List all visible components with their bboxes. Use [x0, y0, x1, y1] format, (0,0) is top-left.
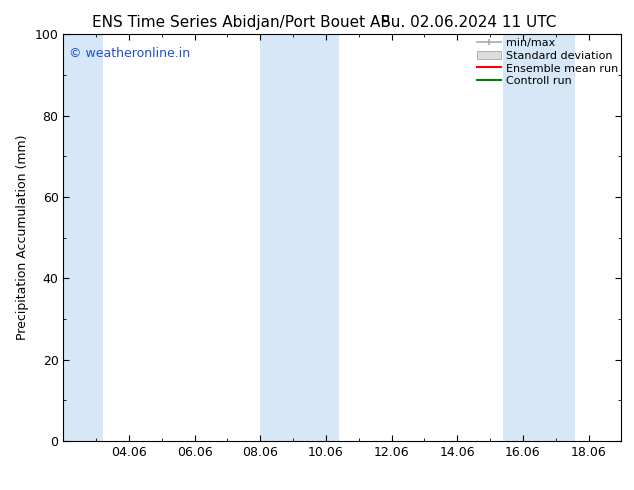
Text: Su. 02.06.2024 11 UTC: Su. 02.06.2024 11 UTC: [382, 15, 557, 30]
Text: © weatheronline.in: © weatheronline.in: [69, 47, 190, 59]
Text: ENS Time Series Abidjan/Port Bouet AP: ENS Time Series Abidjan/Port Bouet AP: [92, 15, 390, 30]
Bar: [261, 34, 339, 441]
Bar: [63, 34, 103, 441]
Legend: min/max, Standard deviation, Ensemble mean run, Controll run: min/max, Standard deviation, Ensemble me…: [477, 38, 618, 86]
Bar: [503, 34, 576, 441]
Y-axis label: Precipitation Accumulation (mm): Precipitation Accumulation (mm): [16, 135, 29, 341]
